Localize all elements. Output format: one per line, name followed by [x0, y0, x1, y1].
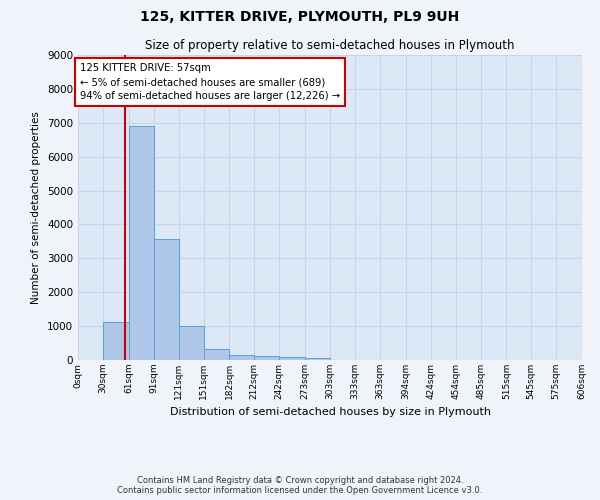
X-axis label: Distribution of semi-detached houses by size in Plymouth: Distribution of semi-detached houses by … — [170, 408, 491, 418]
Bar — [229, 356, 254, 360]
Text: 125, KITTER DRIVE, PLYMOUTH, PL9 9UH: 125, KITTER DRIVE, PLYMOUTH, PL9 9UH — [140, 10, 460, 24]
Text: 125 KITTER DRIVE: 57sqm
← 5% of semi-detached houses are smaller (689)
94% of se: 125 KITTER DRIVE: 57sqm ← 5% of semi-det… — [80, 64, 340, 102]
Text: Contains HM Land Registry data © Crown copyright and database right 2024.
Contai: Contains HM Land Registry data © Crown c… — [118, 476, 482, 495]
Bar — [254, 356, 279, 360]
Title: Size of property relative to semi-detached houses in Plymouth: Size of property relative to semi-detach… — [145, 40, 515, 52]
Y-axis label: Number of semi-detached properties: Number of semi-detached properties — [31, 111, 41, 304]
Bar — [179, 326, 203, 360]
Bar — [305, 358, 330, 360]
Bar — [129, 126, 154, 360]
Bar — [154, 240, 179, 360]
Bar — [203, 349, 229, 360]
Bar — [279, 357, 305, 360]
Bar — [103, 322, 129, 360]
